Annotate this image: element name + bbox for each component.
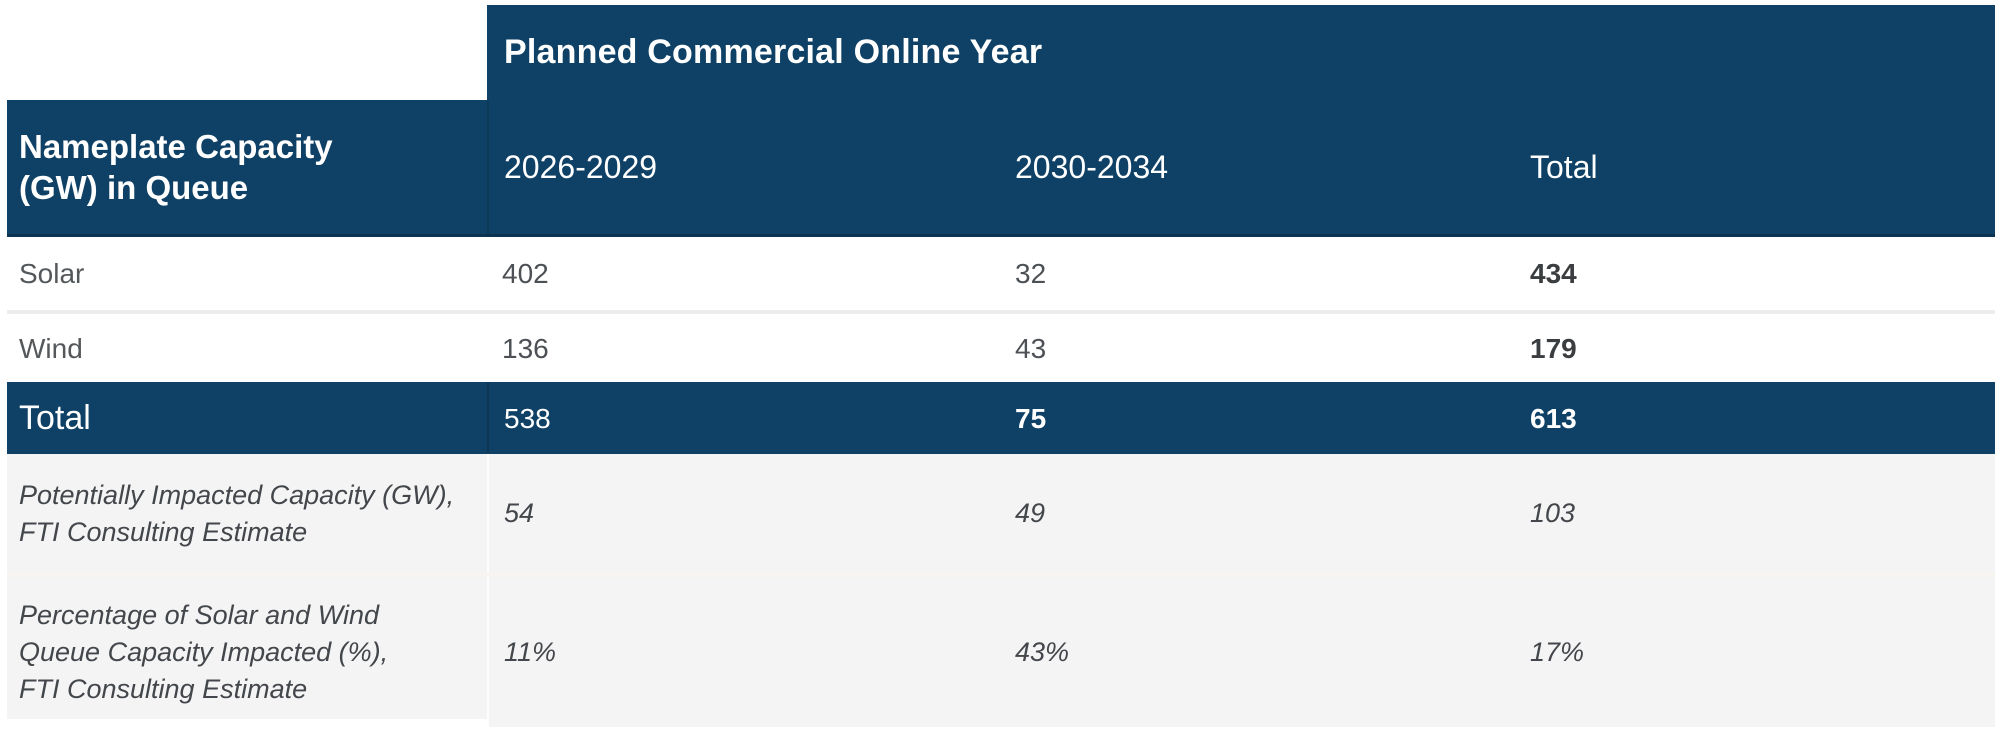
- row-header-cell: Nameplate Capacity (GW) in Queue: [19, 128, 333, 206]
- cell-impacted-2030-2034: 49: [1015, 498, 1046, 528]
- row-label-percentage-impacted: Percentage of Solar and Wind Queue Capac…: [19, 599, 389, 704]
- table-row-wind: Wind 136 43 179: [7, 314, 1995, 382]
- cell-percentage-2030-2034: 43%: [1015, 636, 1070, 667]
- row-separator: [7, 310, 1995, 314]
- table-row-solar: Solar 402 32 434: [7, 237, 1995, 310]
- cell-wind-total: 179: [1530, 332, 1577, 364]
- data-table: Nameplate Capacity (GW) in Queue 2026-20…: [7, 100, 1995, 727]
- row-separator: [7, 573, 1995, 577]
- cell-wind-2026-2029: 136: [502, 332, 549, 364]
- cell-impacted-2026-2029: 54: [487, 454, 1000, 573]
- col-header-2030-2034: 2030-2034: [1015, 149, 1169, 185]
- spanner-header-band: Planned Commercial Online Year: [487, 5, 1995, 100]
- spanner-header-title: Planned Commercial Online Year: [504, 33, 1043, 71]
- row-label-total: Total: [19, 398, 91, 437]
- cell-percentage-total: 17%: [1530, 636, 1585, 667]
- row-label-impacted-capacity: Potentially Impacted Capacity (GW), FTI …: [19, 479, 455, 547]
- row-label-wind: Wind: [19, 332, 83, 364]
- col-header-2026-2029: 2026-2029: [487, 100, 1000, 234]
- table-row-impacted-capacity: Potentially Impacted Capacity (GW), FTI …: [7, 454, 1995, 573]
- table-row-total: Total 538 75 613: [7, 382, 1995, 454]
- cell-solar-total: 434: [1530, 258, 1577, 289]
- table-row-percentage-impacted: Percentage of Solar and Wind Queue Capac…: [7, 577, 1995, 727]
- cell-total-2030-2034: 75: [1015, 402, 1047, 434]
- cell-solar-2026-2029: 402: [502, 258, 549, 289]
- cell-impacted-total: 103: [1530, 498, 1576, 528]
- cell-percentage-2026-2029: 11%: [487, 577, 1000, 727]
- column-header-row: Nameplate Capacity (GW) in Queue 2026-20…: [7, 100, 1995, 237]
- row-label-solar: Solar: [19, 258, 85, 289]
- col-header-total: Total: [1530, 149, 1598, 185]
- cell-wind-2030-2034: 43: [1015, 332, 1047, 364]
- cell-total-2026-2029: 538: [487, 382, 1000, 454]
- cell-total-total: 613: [1530, 402, 1577, 434]
- cell-solar-2030-2034: 32: [1015, 258, 1047, 289]
